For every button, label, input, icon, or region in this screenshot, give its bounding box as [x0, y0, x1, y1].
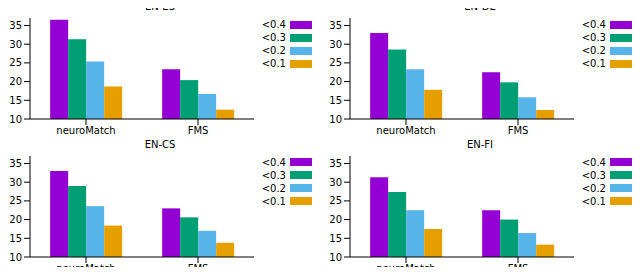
svg-text:20: 20: [329, 76, 342, 87]
svg-text:20: 20: [9, 76, 22, 87]
html-text:<0.4: <0.4: [261, 19, 286, 30]
svg-text:25: 25: [329, 195, 342, 206]
svg-text:15: 15: [329, 232, 342, 243]
svg-text:30: 30: [9, 176, 22, 187]
html-text:<0.2: <0.2: [581, 45, 606, 56]
svg-text:neuroMatch: neuroMatch: [376, 125, 435, 136]
svg-text:30: 30: [329, 176, 342, 187]
svg-text:neuroMatch: neuroMatch: [56, 125, 115, 136]
svg-text:35: 35: [9, 20, 22, 31]
html-text:<0.3: <0.3: [261, 169, 286, 181]
html-text:<0.2: <0.2: [581, 182, 606, 194]
html-text:<0.3: <0.3: [261, 32, 286, 43]
svg-text:35: 35: [329, 158, 342, 169]
svg-text:15: 15: [329, 95, 342, 106]
svg-text:35: 35: [329, 20, 342, 31]
html-text:<0.4: <0.4: [581, 156, 606, 168]
svg-text:FMS: FMS: [508, 263, 529, 267]
html-text:<0.4: <0.4: [261, 156, 286, 168]
svg-text:25: 25: [9, 195, 22, 206]
svg-text:FMS: FMS: [188, 263, 209, 267]
svg-text:10: 10: [9, 114, 22, 125]
html-text:<0.2: <0.2: [261, 45, 286, 56]
svg-text:neuroMatch: neuroMatch: [56, 263, 115, 267]
svg-text:35: 35: [9, 158, 22, 169]
svg-text:10: 10: [329, 114, 342, 125]
html-text:<0.1: <0.1: [261, 58, 286, 69]
svg-text:20: 20: [9, 214, 22, 225]
svg-text:25: 25: [329, 57, 342, 68]
html-text:<0.1: <0.1: [581, 195, 606, 207]
html-text:<0.1: <0.1: [581, 58, 606, 69]
svg-text:FMS: FMS: [508, 125, 529, 136]
html-text:EN-CS: EN-CS: [144, 138, 176, 150]
svg-text:15: 15: [9, 95, 22, 106]
svg-text:30: 30: [9, 39, 22, 50]
html-text:EN-FI: EN-FI: [466, 138, 493, 150]
html-text:EN-DE: EN-DE: [464, 1, 496, 12]
html-text:<0.1: <0.1: [261, 195, 286, 207]
svg-text:10: 10: [9, 251, 22, 262]
svg-text:FMS: FMS: [188, 125, 209, 136]
html-text:<0.4: <0.4: [581, 19, 606, 30]
svg-text:30: 30: [329, 39, 342, 50]
svg-text:15: 15: [9, 232, 22, 243]
svg-text:10: 10: [329, 251, 342, 262]
svg-text:20: 20: [329, 214, 342, 225]
html-text:<0.2: <0.2: [261, 182, 286, 194]
html-text:EN-ES: EN-ES: [145, 1, 175, 12]
svg-text:neuroMatch: neuroMatch: [376, 263, 435, 267]
svg-text:25: 25: [9, 57, 22, 68]
html-text:<0.3: <0.3: [581, 169, 606, 181]
html-text:<0.3: <0.3: [581, 32, 606, 43]
